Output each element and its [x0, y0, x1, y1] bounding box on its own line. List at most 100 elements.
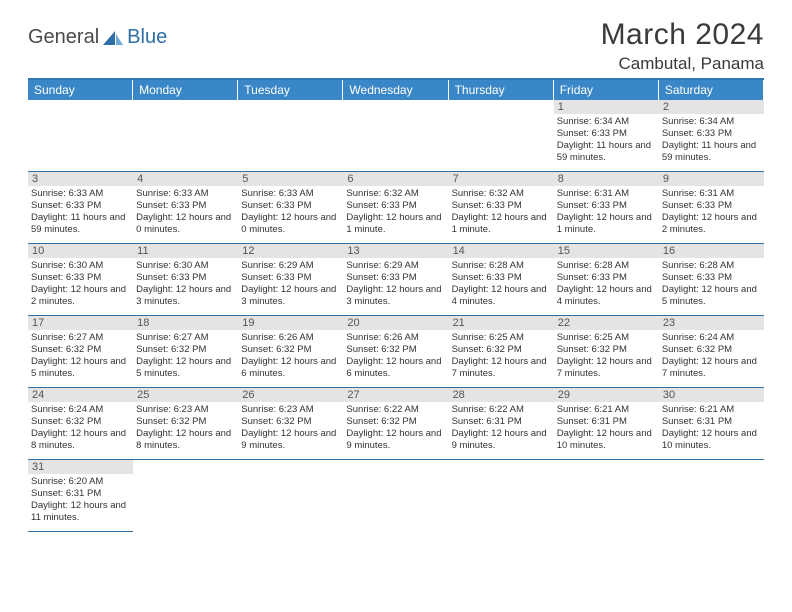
calendar-cell: 20Sunrise: 6:26 AMSunset: 6:32 PMDayligh… [343, 316, 448, 388]
day-details: Sunrise: 6:23 AMSunset: 6:32 PMDaylight:… [133, 402, 238, 459]
calendar-cell: 25Sunrise: 6:23 AMSunset: 6:32 PMDayligh… [133, 388, 238, 460]
title-block: March 2024 Cambutal, Panama [601, 18, 764, 74]
day-details: Sunrise: 6:34 AMSunset: 6:33 PMDaylight:… [659, 114, 764, 171]
day-number: 2 [659, 100, 764, 114]
calendar-cell [554, 460, 659, 532]
calendar-cell: 5Sunrise: 6:33 AMSunset: 6:33 PMDaylight… [238, 172, 343, 244]
calendar-cell: 18Sunrise: 6:27 AMSunset: 6:32 PMDayligh… [133, 316, 238, 388]
calendar-cell [449, 460, 554, 532]
day-number: 26 [238, 388, 343, 402]
day-details: Sunrise: 6:31 AMSunset: 6:33 PMDaylight:… [659, 186, 764, 243]
day-number: 6 [343, 172, 448, 186]
day-details: Sunrise: 6:22 AMSunset: 6:31 PMDaylight:… [449, 402, 554, 459]
day-number: 8 [554, 172, 659, 186]
day-number: 15 [554, 244, 659, 258]
day-number: 14 [449, 244, 554, 258]
weekday-header: Wednesday [343, 80, 448, 100]
day-details: Sunrise: 6:22 AMSunset: 6:32 PMDaylight:… [343, 402, 448, 459]
day-details: Sunrise: 6:27 AMSunset: 6:32 PMDaylight:… [28, 330, 133, 387]
calendar-cell: 8Sunrise: 6:31 AMSunset: 6:33 PMDaylight… [554, 172, 659, 244]
calendar-cell [238, 460, 343, 532]
day-details: Sunrise: 6:33 AMSunset: 6:33 PMDaylight:… [238, 186, 343, 243]
day-number: 1 [554, 100, 659, 114]
calendar-cell: 26Sunrise: 6:23 AMSunset: 6:32 PMDayligh… [238, 388, 343, 460]
day-details [133, 462, 238, 532]
day-details [28, 102, 133, 171]
day-details: Sunrise: 6:29 AMSunset: 6:33 PMDaylight:… [238, 258, 343, 315]
weekday-header: Thursday [449, 80, 554, 100]
day-number: 25 [133, 388, 238, 402]
weekday-header: Saturday [659, 80, 764, 100]
day-number: 28 [449, 388, 554, 402]
calendar-cell [343, 460, 448, 532]
day-details: Sunrise: 6:34 AMSunset: 6:33 PMDaylight:… [554, 114, 659, 171]
calendar-cell: 29Sunrise: 6:21 AMSunset: 6:31 PMDayligh… [554, 388, 659, 460]
calendar-cell: 15Sunrise: 6:28 AMSunset: 6:33 PMDayligh… [554, 244, 659, 316]
day-details: Sunrise: 6:32 AMSunset: 6:33 PMDaylight:… [449, 186, 554, 243]
calendar-cell: 16Sunrise: 6:28 AMSunset: 6:33 PMDayligh… [659, 244, 764, 316]
calendar-cell: 1Sunrise: 6:34 AMSunset: 6:33 PMDaylight… [554, 100, 659, 172]
day-details [238, 462, 343, 532]
day-number: 16 [659, 244, 764, 258]
weekday-header: Friday [554, 80, 659, 100]
day-details: Sunrise: 6:32 AMSunset: 6:33 PMDaylight:… [343, 186, 448, 243]
day-number: 21 [449, 316, 554, 330]
day-details: Sunrise: 6:28 AMSunset: 6:33 PMDaylight:… [659, 258, 764, 315]
calendar-cell: 23Sunrise: 6:24 AMSunset: 6:32 PMDayligh… [659, 316, 764, 388]
day-details: Sunrise: 6:21 AMSunset: 6:31 PMDaylight:… [659, 402, 764, 459]
logo-sail-icon [101, 29, 125, 47]
day-number: 7 [449, 172, 554, 186]
calendar-cell: 13Sunrise: 6:29 AMSunset: 6:33 PMDayligh… [343, 244, 448, 316]
day-details: Sunrise: 6:23 AMSunset: 6:32 PMDaylight:… [238, 402, 343, 459]
day-details: Sunrise: 6:26 AMSunset: 6:32 PMDaylight:… [343, 330, 448, 387]
day-details [449, 462, 554, 532]
day-details: Sunrise: 6:28 AMSunset: 6:33 PMDaylight:… [554, 258, 659, 315]
day-details: Sunrise: 6:24 AMSunset: 6:32 PMDaylight:… [659, 330, 764, 387]
calendar-cell: 14Sunrise: 6:28 AMSunset: 6:33 PMDayligh… [449, 244, 554, 316]
day-details: Sunrise: 6:20 AMSunset: 6:31 PMDaylight:… [28, 474, 133, 531]
calendar-cell: 21Sunrise: 6:25 AMSunset: 6:32 PMDayligh… [449, 316, 554, 388]
day-details: Sunrise: 6:25 AMSunset: 6:32 PMDaylight:… [554, 330, 659, 387]
day-number: 5 [238, 172, 343, 186]
day-details: Sunrise: 6:30 AMSunset: 6:33 PMDaylight:… [28, 258, 133, 315]
header: General Blue March 2024 Cambutal, Panama [28, 18, 764, 74]
logo: General Blue [28, 26, 167, 49]
calendar-cell [28, 100, 133, 172]
day-number: 18 [133, 316, 238, 330]
calendar-cell: 11Sunrise: 6:30 AMSunset: 6:33 PMDayligh… [133, 244, 238, 316]
day-number: 23 [659, 316, 764, 330]
day-details: Sunrise: 6:24 AMSunset: 6:32 PMDaylight:… [28, 402, 133, 459]
day-details [343, 462, 448, 532]
calendar-cell: 7Sunrise: 6:32 AMSunset: 6:33 PMDaylight… [449, 172, 554, 244]
calendar-cell: 30Sunrise: 6:21 AMSunset: 6:31 PMDayligh… [659, 388, 764, 460]
calendar-cell: 2Sunrise: 6:34 AMSunset: 6:33 PMDaylight… [659, 100, 764, 172]
day-details: Sunrise: 6:28 AMSunset: 6:33 PMDaylight:… [449, 258, 554, 315]
day-details [554, 462, 659, 532]
day-details [449, 102, 554, 171]
day-details: Sunrise: 6:26 AMSunset: 6:32 PMDaylight:… [238, 330, 343, 387]
month-title: March 2024 [601, 18, 764, 52]
calendar-cell [133, 460, 238, 532]
calendar-cell: 17Sunrise: 6:27 AMSunset: 6:32 PMDayligh… [28, 316, 133, 388]
logo-text-general: General [28, 26, 99, 49]
calendar-cell: 22Sunrise: 6:25 AMSunset: 6:32 PMDayligh… [554, 316, 659, 388]
weekday-header: Tuesday [238, 80, 343, 100]
day-number: 13 [343, 244, 448, 258]
calendar-cell [133, 100, 238, 172]
day-number: 31 [28, 460, 133, 474]
calendar-cell: 12Sunrise: 6:29 AMSunset: 6:33 PMDayligh… [238, 244, 343, 316]
day-details [238, 102, 343, 171]
day-number: 27 [343, 388, 448, 402]
day-number: 24 [28, 388, 133, 402]
calendar-cell [659, 460, 764, 532]
calendar-cell: 6Sunrise: 6:32 AMSunset: 6:33 PMDaylight… [343, 172, 448, 244]
day-details: Sunrise: 6:30 AMSunset: 6:33 PMDaylight:… [133, 258, 238, 315]
calendar-cell: 4Sunrise: 6:33 AMSunset: 6:33 PMDaylight… [133, 172, 238, 244]
day-details: Sunrise: 6:25 AMSunset: 6:32 PMDaylight:… [449, 330, 554, 387]
calendar-cell: 28Sunrise: 6:22 AMSunset: 6:31 PMDayligh… [449, 388, 554, 460]
calendar-cell: 19Sunrise: 6:26 AMSunset: 6:32 PMDayligh… [238, 316, 343, 388]
day-number: 19 [238, 316, 343, 330]
calendar-cell: 27Sunrise: 6:22 AMSunset: 6:32 PMDayligh… [343, 388, 448, 460]
day-number: 30 [659, 388, 764, 402]
weekday-header: Monday [133, 80, 238, 100]
